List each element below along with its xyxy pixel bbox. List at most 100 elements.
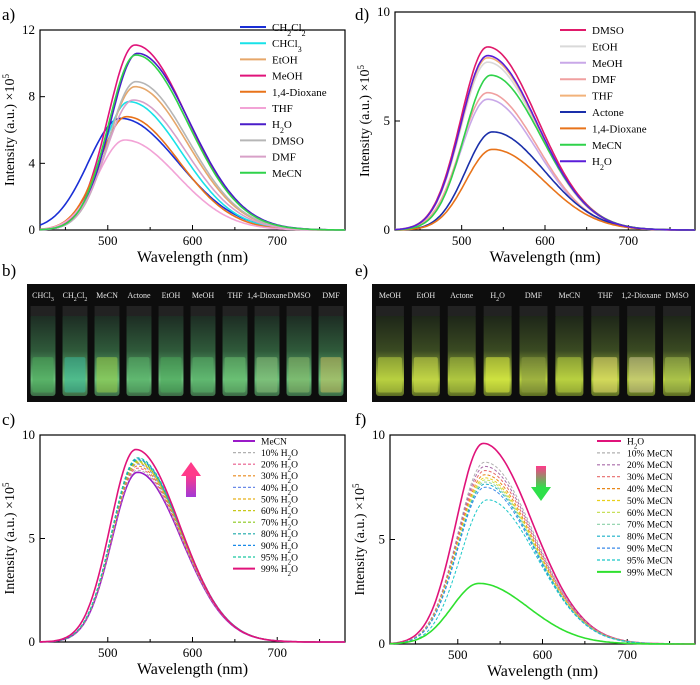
vial-glow [96, 357, 118, 393]
legend-label: 70% MeCN [627, 521, 673, 531]
series-line-8 [40, 99, 345, 231]
vial-glow [629, 357, 654, 393]
legend-label: THF [272, 103, 293, 115]
panel-label-e: e) [355, 261, 368, 280]
vial-cap [62, 306, 88, 316]
y-tick-label: 10 [22, 427, 35, 442]
vial-label: DMF [525, 291, 543, 300]
legend-label: 1,4-Dioxane [272, 87, 327, 99]
x-tick-label: 700 [267, 645, 287, 660]
vial-cap [222, 306, 248, 316]
legend-label: CH2Cl2 [272, 22, 306, 38]
legend-label: 10% H2O [261, 449, 298, 462]
series-line-9 [39, 54, 345, 231]
vial-glow [160, 357, 182, 393]
vial-label: Actone [127, 291, 151, 300]
legend-label: H2O [592, 156, 612, 172]
y-tick-label: 0 [379, 636, 386, 651]
vial-label: MeCN [558, 291, 580, 300]
series-line-2 [39, 85, 346, 231]
legend-label: 30% MeCN [627, 473, 673, 483]
vial-glow [377, 357, 402, 393]
vial-cap [94, 306, 120, 316]
vial-glow [64, 357, 86, 393]
vial-cap [30, 306, 56, 316]
vial-glow [593, 357, 618, 393]
legend-label: 90% H2O [261, 542, 298, 555]
vial-cap [519, 306, 548, 316]
vial-cap [318, 306, 344, 316]
legend-label: 30% H2O [261, 472, 298, 485]
legend-label: 50% H2O [261, 495, 298, 508]
vial-cap [447, 306, 476, 316]
legend-label: 95% H2O [261, 553, 298, 566]
x-axis-label: Wavelength (nm) [489, 249, 600, 266]
series-line-5 [39, 139, 345, 231]
vial-label: EtOH [416, 291, 435, 300]
vial-label: DMF [322, 291, 340, 300]
series-line-2 [394, 98, 695, 231]
chart-d-emission-solvents: 500 600 700 0 5 10 Wavelength (nm) Intensity (a… [356, 4, 696, 266]
y-tick-label: 0 [29, 634, 36, 649]
panel-label-d: d) [355, 5, 369, 24]
vial-cap [158, 306, 184, 316]
y-tick-label: 5 [379, 532, 386, 547]
vial-glow [557, 357, 582, 393]
y-tick-label: 10 [377, 4, 390, 19]
vial-label: 1,2-Dioxane [621, 291, 661, 300]
vial-label: THF [227, 291, 243, 300]
legend-label: MeCN [272, 168, 302, 180]
legend-label: 80% MeCN [627, 533, 673, 543]
x-tick-label: 500 [448, 647, 468, 662]
legend-label: 70% H2O [261, 519, 298, 532]
series-line-11 [390, 582, 695, 645]
legend-label: H2O [627, 437, 644, 450]
vial-cap [375, 306, 404, 316]
legend-label: 20% MeCN [627, 461, 673, 471]
y-axis-exponent: 5 [351, 483, 361, 488]
x-tick-label: 500 [452, 233, 472, 248]
y-axis-exponent: 5 [1, 74, 11, 79]
y-tick-label: 0 [29, 222, 36, 237]
legend-label: 60% H2O [261, 507, 298, 520]
legend-label: 60% MeCN [627, 509, 673, 519]
legend-label: CHCl3 [272, 38, 302, 54]
x-tick-label: 700 [267, 233, 287, 248]
vial-cap [190, 306, 216, 316]
vial-label: DMSO [287, 291, 310, 300]
x-tick-label: 500 [98, 645, 118, 660]
increase-arrow-icon [181, 462, 201, 497]
legend-label: MeCN [261, 437, 287, 447]
vial-glow [449, 357, 474, 393]
legend-label: 10% MeCN [627, 449, 673, 459]
vial-label: CH2Cl2 [63, 291, 88, 303]
y-axis-label: Intensity (a.u.) ×105 [1, 74, 18, 186]
vial-label: CHCl3 [32, 291, 54, 303]
vial-glow [665, 357, 690, 393]
legend-label: DMSO [592, 25, 624, 37]
legend-label: EtOH [592, 41, 618, 53]
legend-label: Actone [592, 107, 624, 119]
legend-label: THF [592, 91, 613, 103]
legend-label: MeOH [272, 71, 303, 83]
legend-label: EtOH [272, 54, 298, 66]
vial-label: MeCN [96, 291, 118, 300]
vial-cap [591, 306, 620, 316]
series-line-7 [39, 80, 345, 231]
vial-glow [192, 357, 214, 393]
vial-label: DMSO [665, 291, 688, 300]
legend-label: MeOH [592, 58, 623, 70]
panel-label-a: a) [2, 5, 15, 24]
x-tick-label: 700 [619, 233, 639, 248]
y-tick-label: 4 [29, 155, 36, 170]
vial-label: H2O [490, 291, 505, 303]
vial-cap [286, 306, 312, 316]
vial-glow [521, 357, 546, 393]
legend-label: 40% MeCN [627, 485, 673, 495]
series-line-8 [394, 54, 695, 231]
vial-label: EtOH [162, 291, 181, 300]
vial-label: 1,4-Dioxane [247, 291, 287, 300]
x-tick-label: 600 [183, 233, 203, 248]
vial-cap [483, 306, 512, 316]
vial-glow [485, 357, 510, 393]
